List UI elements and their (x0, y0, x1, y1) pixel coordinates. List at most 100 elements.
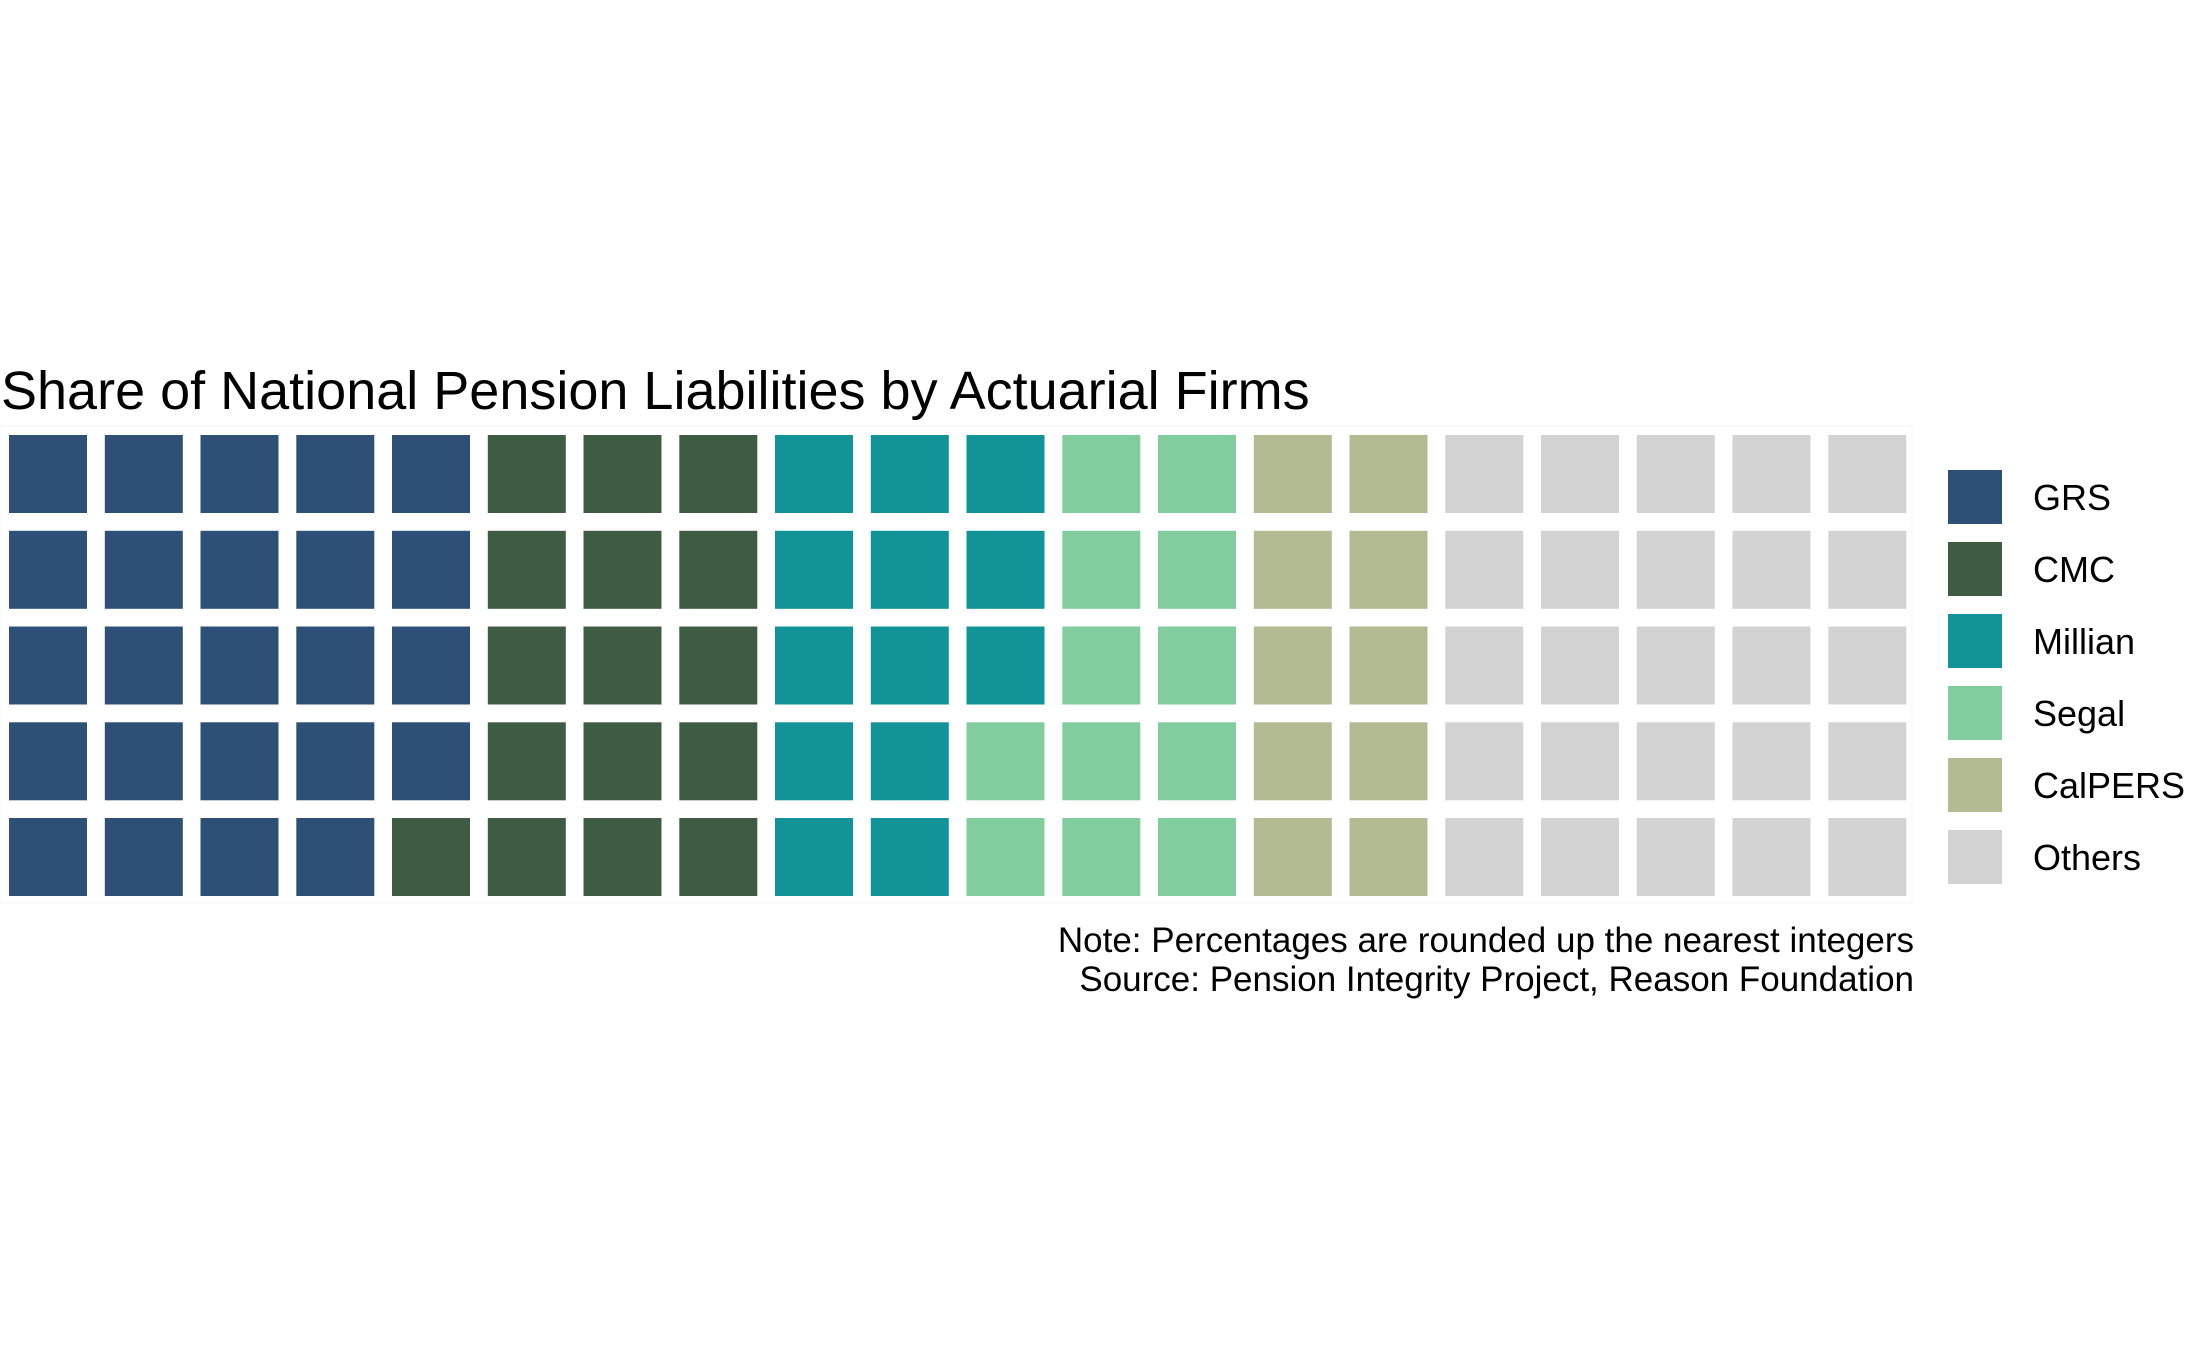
waffle-tile-grs (104, 626, 183, 705)
waffle-tile-calpers (1349, 722, 1428, 801)
waffle-tile-others (1732, 818, 1811, 896)
waffle-tile-cmc (679, 818, 758, 896)
waffle-tile-calpers (1253, 435, 1332, 513)
waffle-tile-segal (1158, 626, 1236, 705)
waffle-tile-others (1636, 626, 1715, 705)
legend-key-calpers (1948, 758, 2002, 812)
waffle-tile-cmc (583, 530, 662, 609)
waffle-tile-others (1828, 530, 1907, 609)
waffle-tile-segal (1062, 626, 1141, 705)
waffle-tile-others (1445, 435, 1524, 513)
legend-label-grs: GRS (2033, 477, 2111, 518)
waffle-tile-others (1541, 626, 1619, 705)
waffle-tile-segal (1158, 722, 1236, 801)
waffle-tile-millian (775, 435, 853, 513)
waffle-tile-millian (775, 722, 853, 801)
legend: GRS CMC Millian Segal CalPERS Others (1948, 470, 2185, 884)
waffle-tile-grs (392, 435, 470, 513)
waffle-tile-others (1445, 530, 1524, 609)
waffle-tile-millian (775, 818, 853, 896)
waffle-tile-cmc (487, 530, 566, 609)
waffle-tile-grs (392, 626, 470, 705)
waffle-tile-others (1732, 722, 1811, 801)
waffle-tile-segal (1062, 530, 1141, 609)
waffle-tile-others (1732, 530, 1811, 609)
waffle-tile-others (1541, 818, 1619, 896)
waffle-tile-millian (775, 626, 853, 705)
waffle-tile-calpers (1349, 818, 1428, 896)
waffle-tile-calpers (1253, 818, 1332, 896)
waffle-tile-millian (870, 722, 949, 801)
waffle-tiles (9, 435, 1907, 896)
source-text: Source: Pension Integrity Project, Reaso… (1079, 960, 1914, 999)
waffle-tile-grs (200, 626, 279, 705)
waffle-tile-millian (870, 626, 949, 705)
waffle-tile-others (1541, 530, 1619, 609)
waffle-tile-cmc (583, 626, 662, 705)
waffle-tile-millian (966, 435, 1045, 513)
waffle-tile-segal (1062, 435, 1141, 513)
waffle-tile-grs (9, 530, 87, 609)
waffle-tile-calpers (1349, 435, 1428, 513)
waffle-tile-cmc (583, 818, 662, 896)
waffle-tile-calpers (1349, 626, 1428, 705)
waffle-tile-grs (9, 626, 87, 705)
waffle-tile-others (1636, 435, 1715, 513)
legend-key-grs (1948, 470, 2002, 524)
legend-label-others: Others (2033, 837, 2141, 878)
waffle-tile-cmc (487, 818, 566, 896)
waffle-tile-grs (296, 626, 375, 705)
waffle-tile-millian (870, 530, 949, 609)
waffle-tile-cmc (679, 722, 758, 801)
waffle-tile-grs (392, 530, 470, 609)
waffle-tile-grs (296, 435, 375, 513)
waffle-tile-others (1828, 722, 1907, 801)
waffle-tile-grs (200, 435, 279, 513)
waffle-tile-grs (9, 722, 87, 801)
waffle-tile-others (1828, 626, 1907, 705)
waffle-tile-cmc (679, 435, 758, 513)
waffle-tile-grs (9, 435, 87, 513)
waffle-tile-millian (966, 530, 1045, 609)
waffle-tile-cmc (583, 435, 662, 513)
waffle-tile-millian (870, 818, 949, 896)
waffle-tile-segal (1062, 722, 1141, 801)
waffle-tile-others (1541, 722, 1619, 801)
waffle-tile-grs (104, 530, 183, 609)
waffle-tile-cmc (487, 435, 566, 513)
waffle-tile-grs (200, 722, 279, 801)
legend-key-cmc (1948, 542, 2002, 596)
waffle-tile-others (1445, 818, 1524, 896)
waffle-tile-others (1828, 818, 1907, 896)
waffle-tile-millian (775, 530, 853, 609)
waffle-tile-others (1541, 435, 1619, 513)
legend-label-millian: Millian (2033, 621, 2135, 662)
waffle-tile-calpers (1349, 530, 1428, 609)
plot-panel (0, 425, 1913, 904)
waffle-tile-segal (966, 722, 1045, 801)
waffle-tile-segal (1062, 818, 1141, 896)
legend-label-calpers: CalPERS (2033, 765, 2185, 806)
waffle-tile-segal (1158, 818, 1236, 896)
waffle-tile-grs (104, 435, 183, 513)
waffle-tile-calpers (1253, 626, 1332, 705)
waffle-tile-grs (9, 818, 87, 896)
waffle-tile-others (1732, 626, 1811, 705)
waffle-tile-others (1636, 818, 1715, 896)
waffle-tile-millian (966, 626, 1045, 705)
waffle-tile-grs (296, 530, 375, 609)
waffle-tile-grs (296, 722, 375, 801)
waffle-tile-cmc (487, 722, 566, 801)
waffle-tile-millian (870, 435, 949, 513)
waffle-tile-grs (200, 530, 279, 609)
waffle-tile-calpers (1253, 722, 1332, 801)
waffle-tile-others (1445, 722, 1524, 801)
waffle-tile-segal (1158, 435, 1236, 513)
legend-label-cmc: CMC (2033, 549, 2115, 590)
waffle-tile-others (1636, 530, 1715, 609)
waffle-tile-grs (296, 818, 375, 896)
waffle-tile-others (1732, 435, 1811, 513)
waffle-tile-cmc (392, 818, 470, 896)
waffle-tile-others (1636, 722, 1715, 801)
